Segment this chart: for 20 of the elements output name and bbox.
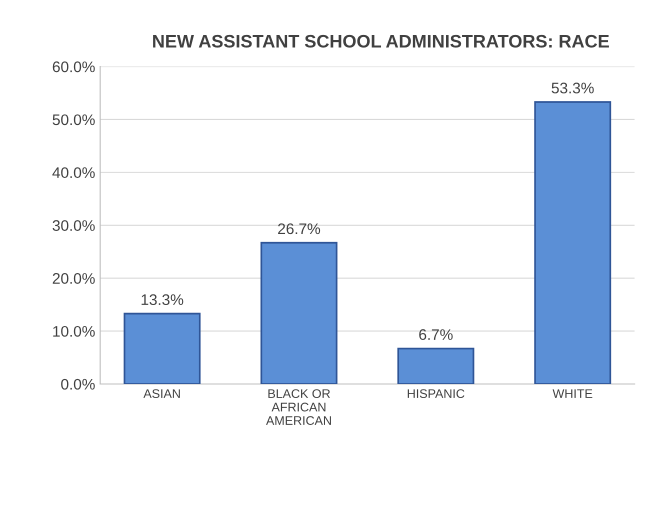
data-label: 53.3% <box>552 82 594 94</box>
y-tick-label: 0.0% <box>61 378 95 390</box>
data-label: 13.3% <box>142 294 184 306</box>
bar <box>124 312 201 384</box>
y-tick-label: 50.0% <box>52 114 95 126</box>
bar <box>260 242 338 384</box>
y-tick-label: 40.0% <box>52 167 95 178</box>
y-tick-label: 20.0% <box>52 273 95 284</box>
x-tick-label: BLACK OR AFRICAN AMERICAN <box>266 389 331 425</box>
chart-title: NEW ASSISTANT SCHOOL ADMINISTRATORS: RACE <box>153 34 609 48</box>
x-tick-label: WHITE <box>552 389 592 398</box>
data-label: 6.7% <box>419 329 453 340</box>
bar <box>397 348 474 384</box>
data-label: 26.7% <box>278 223 320 234</box>
bar <box>534 101 612 384</box>
y-tick-label: 60.0% <box>52 61 95 72</box>
x-tick-label: HISPANIC <box>408 389 464 398</box>
x-tick-label: ASIAN <box>143 389 180 398</box>
y-tick-label: 30.0% <box>52 220 95 231</box>
y-tick-label: 10.0% <box>53 326 95 337</box>
